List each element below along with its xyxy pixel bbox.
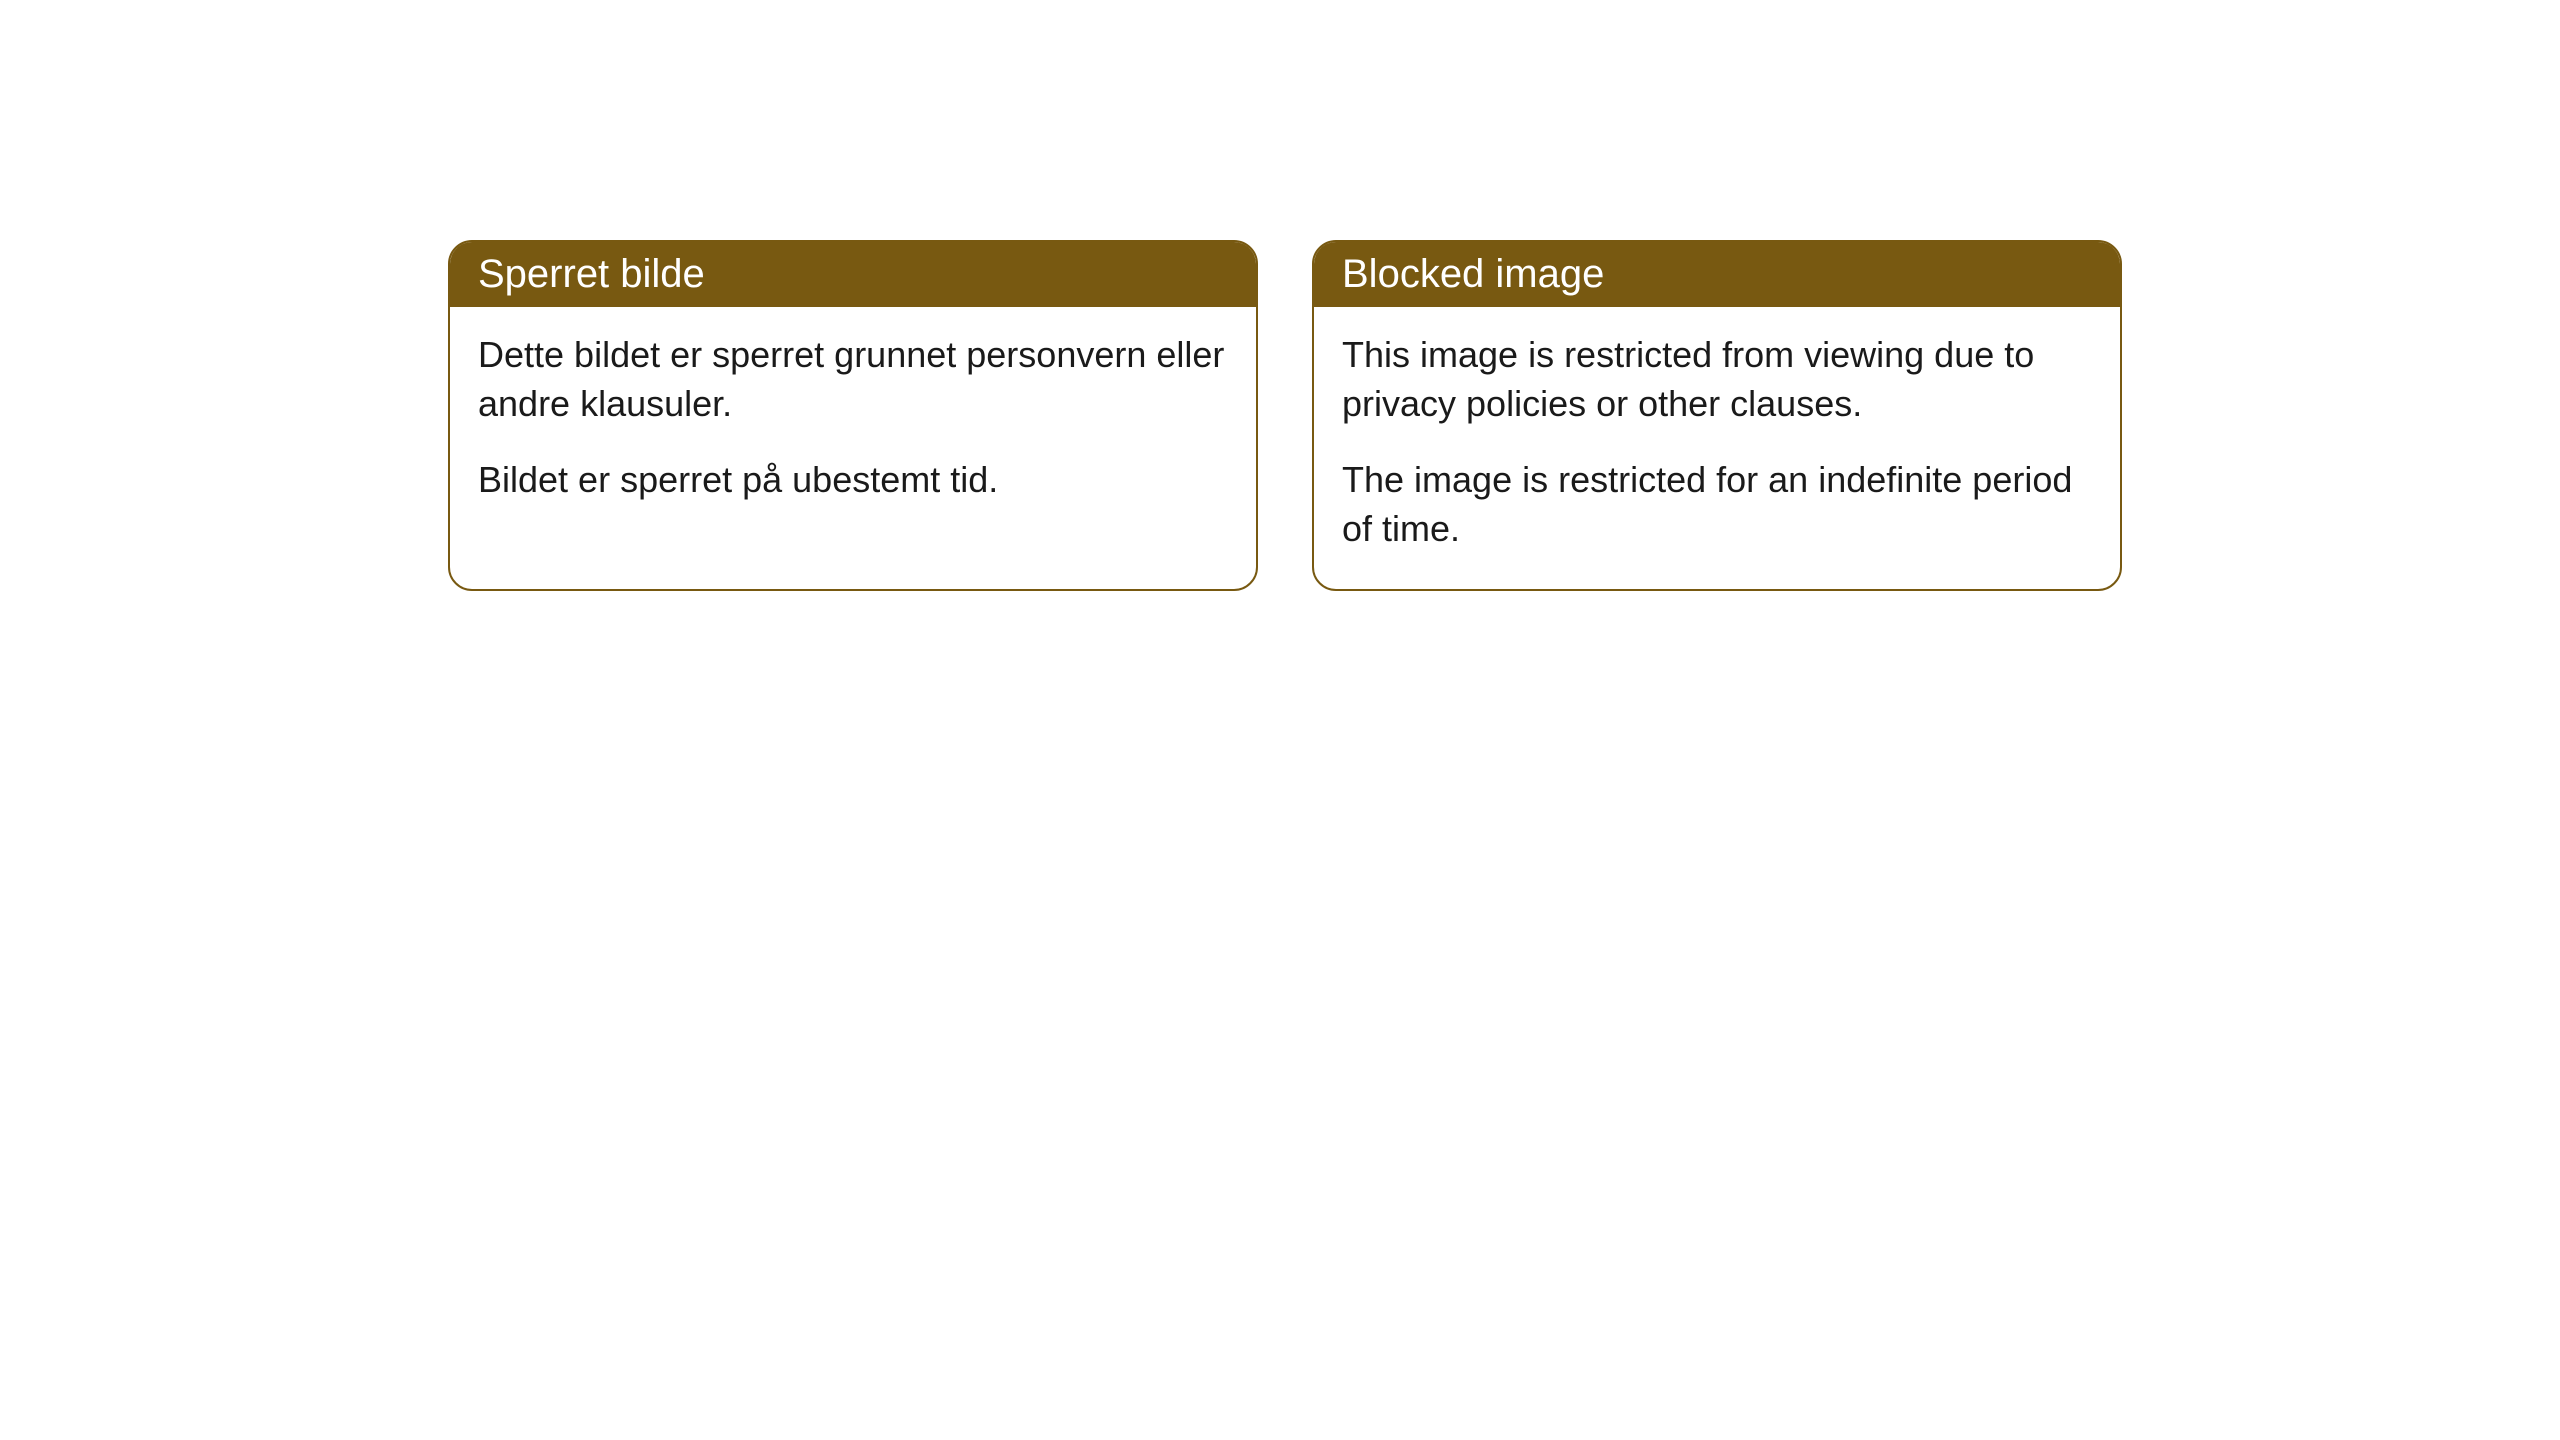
- card-title-norwegian: Sperret bilde: [478, 252, 705, 296]
- card-paragraph-english-1: This image is restricted from viewing du…: [1342, 331, 2092, 428]
- card-paragraph-norwegian-1: Dette bildet er sperret grunnet personve…: [478, 331, 1228, 428]
- notice-card-norwegian: Sperret bilde Dette bildet er sperret gr…: [448, 240, 1258, 591]
- card-body-norwegian: Dette bildet er sperret grunnet personve…: [450, 307, 1256, 541]
- notice-card-english: Blocked image This image is restricted f…: [1312, 240, 2122, 591]
- card-title-english: Blocked image: [1342, 252, 1604, 296]
- card-header-english: Blocked image: [1314, 242, 2120, 307]
- card-paragraph-english-2: The image is restricted for an indefinit…: [1342, 456, 2092, 553]
- card-paragraph-norwegian-2: Bildet er sperret på ubestemt tid.: [478, 456, 1228, 505]
- card-body-english: This image is restricted from viewing du…: [1314, 307, 2120, 589]
- notice-cards-container: Sperret bilde Dette bildet er sperret gr…: [448, 240, 2122, 591]
- card-header-norwegian: Sperret bilde: [450, 242, 1256, 307]
